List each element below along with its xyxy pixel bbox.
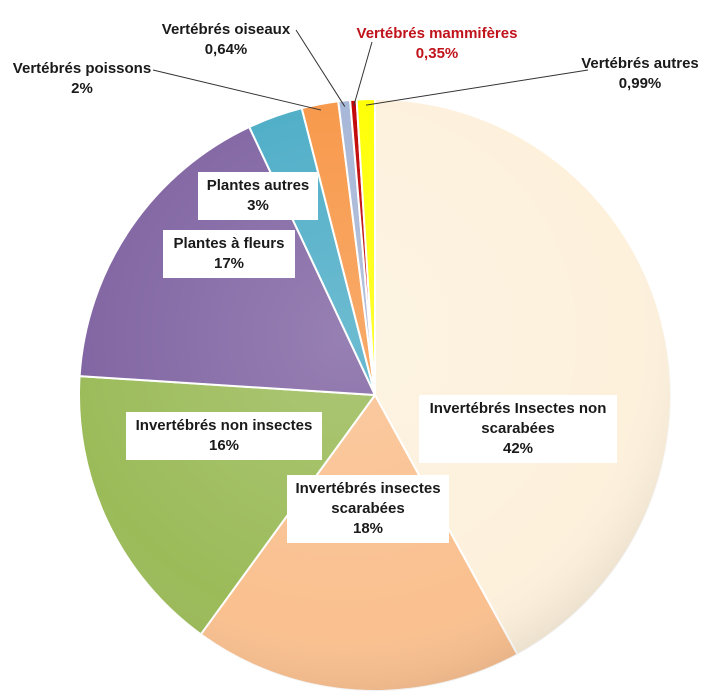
leader-line-vertebres-mammiferes: [353, 41, 373, 106]
slice-label-vertebres-mammiferes: Vertébrés mammifères: [357, 25, 518, 42]
slice-value-vertebres-mammiferes: 0,35%: [416, 45, 459, 62]
slice-value-invertebres-insectes-non-scarabees: 42%: [503, 440, 533, 457]
slice-label-vertebres-oiseaux: Vertébrés oiseaux: [162, 21, 291, 38]
slice-label-invertebres-insectes-non-scarabees: Invertébrés Insectes non: [430, 400, 607, 417]
slice-value-vertebres-poissons: 2%: [71, 80, 93, 97]
slice-label-plantes-a-fleurs: Plantes à fleurs: [174, 235, 285, 252]
slice-value-plantes-autres: 3%: [247, 197, 269, 214]
slice-label-invertebres-insectes-scarabees: scarabées: [331, 500, 404, 517]
slice-label-invertebres-insectes-scarabees: Invertébrés insectes: [295, 480, 440, 497]
leader-line-vertebres-autres: [365, 69, 589, 106]
slice-label-vertebres-poissons: Vertébrés poissons: [13, 60, 151, 77]
slice-label-invertebres-non-insectes: Invertébrés non insectes: [136, 417, 313, 434]
label-box-invertebres-insectes-scarabees: [287, 475, 449, 543]
slice-value-invertebres-insectes-scarabees: 18%: [353, 520, 383, 537]
slice-value-plantes-a-fleurs: 17%: [214, 255, 244, 272]
slice-label-plantes-autres: Plantes autres: [207, 177, 310, 194]
leader-line-vertebres-poissons: [152, 69, 322, 111]
leader-lines-layer: [152, 29, 589, 111]
slice-label-invertebres-insectes-non-scarabees: scarabées: [481, 420, 554, 437]
label-box-invertebres-non-insectes: [126, 412, 322, 460]
slice-label-vertebres-autres: Vertébrés autres: [581, 55, 699, 72]
leader-line-vertebres-oiseaux: [295, 29, 346, 107]
label-box-invertebres-insectes-non-scarabees: [419, 395, 617, 463]
label-box-plantes-a-fleurs: [163, 230, 295, 278]
slice-value-vertebres-autres: 0,99%: [619, 75, 662, 92]
label-box-plantes-autres: [198, 172, 318, 220]
labels-layer: Invertébrés Insectes non scarabées 42% Inve…: [13, 21, 699, 543]
slice-value-vertebres-oiseaux: 0,64%: [205, 41, 248, 58]
slice-value-invertebres-non-insectes: 16%: [209, 437, 239, 454]
